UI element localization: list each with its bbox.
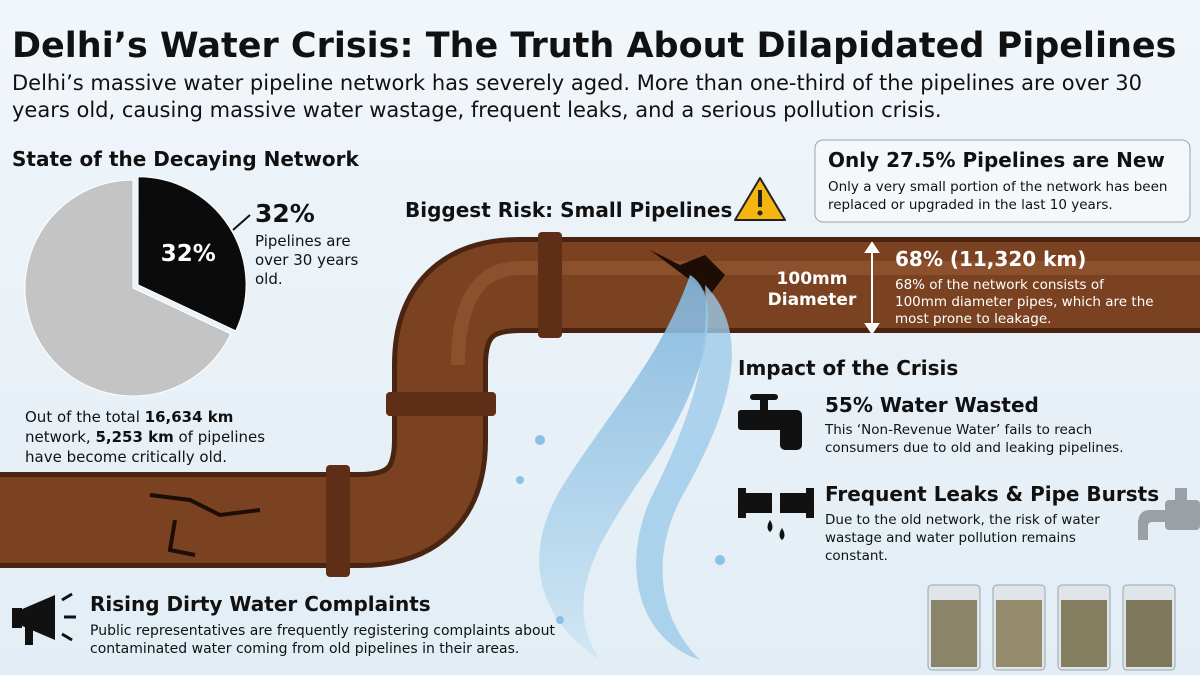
- pie-chart: 32%: [24, 176, 247, 397]
- water-jet: [516, 275, 732, 660]
- box-text: replaced or upgraded in the last 10 year…: [828, 197, 1113, 213]
- faucet: [1138, 488, 1200, 540]
- diameter-arrow: [864, 241, 880, 335]
- diameter-label: 100mm: [777, 269, 848, 289]
- risk-stat: 68% (11,320 km): [895, 247, 1086, 271]
- box-text: Only a very small portion of the network…: [828, 179, 1167, 195]
- impact-title: 55% Water Wasted: [825, 393, 1039, 417]
- network-note: network, 5,253 km of pipelines: [25, 428, 265, 446]
- text: 16,634 km: [145, 408, 234, 426]
- risk-text: most prone to leakage.: [895, 311, 1051, 327]
- callout-text: over 30 years: [255, 251, 359, 269]
- complaints-text: Public representatives are frequently re…: [90, 623, 555, 639]
- tap-icon: [738, 394, 802, 450]
- warning-icon: [734, 177, 786, 221]
- impact-text: This ‘Non-Revenue Water’ fails to reach: [824, 422, 1092, 438]
- pipe: [0, 232, 1200, 577]
- callout-line: [232, 214, 251, 231]
- impact-text: constant.: [825, 548, 888, 564]
- risk-heading: Biggest Risk: Small Pipelines: [405, 198, 732, 222]
- text: network,: [25, 428, 95, 446]
- pie-slice: [137, 176, 247, 332]
- title: Delhi’s Water Crisis: The Truth About Di…: [12, 26, 1177, 66]
- section-heading: State of the Decaying Network: [12, 147, 360, 171]
- water-glasses: [927, 584, 1176, 671]
- impact-text: consumers due to old and leaking pipelin…: [825, 440, 1123, 456]
- complaints-text: contaminated water coming from old pipel…: [90, 641, 519, 657]
- network-note: have become critically old.: [25, 448, 227, 466]
- impact-heading: Impact of the Crisis: [738, 356, 958, 380]
- risk-text: 100mm diameter pipes, which are the: [895, 294, 1154, 310]
- megaphone-icon: [12, 592, 76, 645]
- text: of pipelines: [174, 428, 266, 446]
- impact-title: Frequent Leaks & Pipe Bursts: [825, 482, 1159, 506]
- impact-text: Due to the old network, the risk of wate…: [825, 512, 1100, 528]
- network-note: Out of the total 16,634 km: [25, 408, 233, 426]
- text: 5,253 km: [95, 428, 173, 446]
- burst-icon: [738, 488, 814, 540]
- text: Out of the total: [25, 408, 145, 426]
- subtitle: years old, causing massive water wastage…: [12, 98, 942, 122]
- box-title: Only 27.5% Pipelines are New: [828, 148, 1165, 172]
- info-box: [814, 139, 1191, 223]
- impact-text: wastage and water pollution remains: [825, 530, 1076, 546]
- callout-text: old.: [255, 270, 283, 288]
- callout-value: 32%: [255, 199, 315, 228]
- slice-label: 32%: [161, 241, 216, 267]
- diameter-label: Diameter: [768, 290, 857, 310]
- subtitle: Delhi’s massive water pipeline network h…: [12, 71, 1142, 95]
- risk-text: 68% of the network consists of: [895, 277, 1105, 293]
- callout-text: Pipelines are: [255, 232, 351, 250]
- pie-slice: [24, 179, 232, 397]
- complaints-title: Rising Dirty Water Complaints: [90, 592, 431, 616]
